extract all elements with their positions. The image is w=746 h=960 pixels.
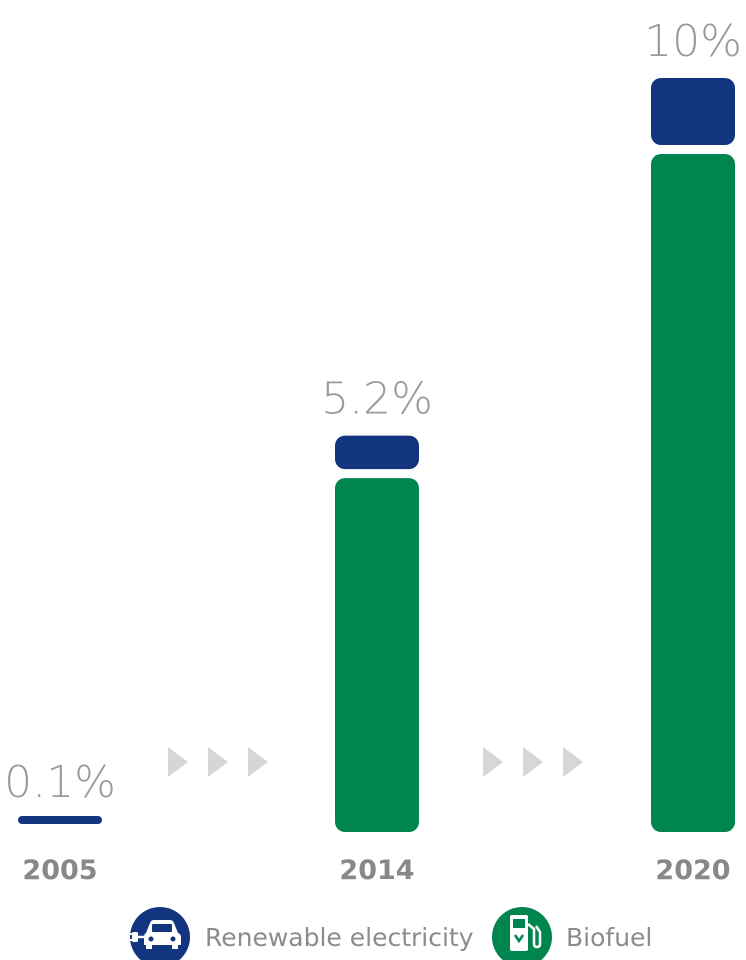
arrow-icon <box>248 747 268 777</box>
total-label-2005: 0.1% <box>4 757 116 808</box>
year-labels-layer: 2005 2014 2020 <box>22 855 730 886</box>
legend-item-renewable-electricity: Renewable electricity <box>128 907 474 960</box>
legend: Renewable electricity Biofuel <box>128 907 652 960</box>
progression-arrows-right <box>483 747 583 777</box>
total-label-2014: 5.2% <box>321 374 433 425</box>
legend-label-biofuel: Biofuel <box>566 923 652 952</box>
year-label-2020: 2020 <box>655 855 730 886</box>
bar-biofuel-2020 <box>651 154 735 833</box>
legend-label-renewable-electricity: Renewable electricity <box>205 923 474 952</box>
total-labels-layer: 0.1% 5.2% 10% <box>4 16 742 808</box>
year-label-2014: 2014 <box>339 855 414 886</box>
fuel-pump-icon <box>492 907 552 960</box>
bar-renewable-electricity-2020 <box>651 78 735 146</box>
arrow-icon <box>523 747 543 777</box>
progression-arrows-left <box>168 747 268 777</box>
legend-item-biofuel: Biofuel <box>492 907 652 960</box>
total-label-2020: 10% <box>644 16 742 67</box>
arrow-icon <box>563 747 583 777</box>
electric-car-icon <box>128 907 190 960</box>
arrow-icon <box>168 747 188 777</box>
bar-renewable-electricity-2005 <box>18 816 102 824</box>
bar-biofuel-2014 <box>335 478 419 832</box>
year-label-2005: 2005 <box>22 855 97 886</box>
bars-layer <box>18 78 735 833</box>
arrow-icon <box>208 747 228 777</box>
arrow-icon <box>483 747 503 777</box>
bar-renewable-electricity-2014 <box>335 435 419 470</box>
